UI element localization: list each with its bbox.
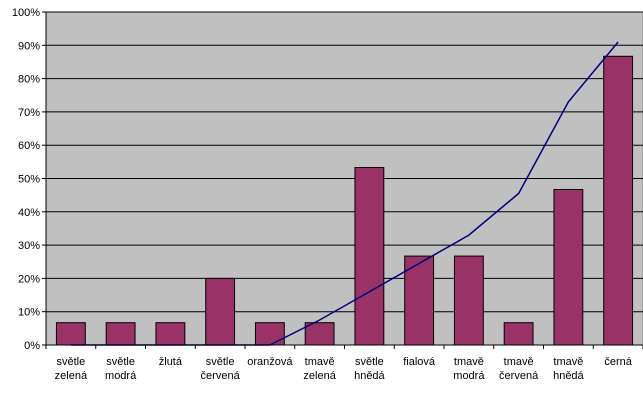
x-tick-label-line: tmavě <box>504 356 534 368</box>
x-tick-label-line: tmavě <box>305 356 335 368</box>
x-tick-label-line: černá <box>604 356 632 368</box>
x-tick-label: černá <box>604 356 632 368</box>
x-tick-label-line: žlutá <box>159 356 183 368</box>
x-tick-label-line: světle <box>355 356 384 368</box>
y-axis-ticks: 0% 10% 20% 30% 40% 50% 60% 70% 80% 90% 100% <box>12 7 46 352</box>
x-tick-label-line: modrá <box>105 370 137 382</box>
y-tick-label: 0% <box>24 340 40 352</box>
x-tick-label-line: hnědá <box>553 370 584 382</box>
bar <box>105 322 136 346</box>
y-tick-label: 10% <box>18 307 40 319</box>
x-tick-label-line: oranžová <box>247 356 293 368</box>
x-tick-label-line: tmavě <box>553 356 583 368</box>
y-tick-label: 80% <box>18 74 40 86</box>
x-tick-label: tmavě hnědá <box>553 356 584 382</box>
gridlines <box>46 11 643 313</box>
x-tick-label: světle hnědá <box>354 356 385 382</box>
bar <box>354 167 385 346</box>
x-tick-label-line: světle <box>106 356 135 368</box>
x-tick-label-line: světle <box>206 356 235 368</box>
x-tick-label-line: tmavě <box>454 356 484 368</box>
x-tick-label-line: červená <box>201 370 241 382</box>
bar <box>453 255 484 346</box>
x-tick-label: žlutá <box>159 356 183 368</box>
bar <box>55 322 86 346</box>
bar <box>155 322 186 346</box>
y-tick-label: 20% <box>18 273 40 285</box>
x-tick-label: tmavě modrá <box>453 356 485 382</box>
y-tick-label: 40% <box>18 207 40 219</box>
bar <box>205 277 236 346</box>
x-axis-ticks: světle zelená světle modrá žlutá světle červen… <box>45 345 643 382</box>
bars <box>55 55 634 346</box>
x-tick-label-line: světle <box>57 356 86 368</box>
bar <box>603 55 634 346</box>
y-tick-label: 70% <box>18 107 40 119</box>
x-tick-label-line: hnědá <box>354 370 385 382</box>
y-tick-label: 90% <box>18 40 40 52</box>
bar <box>254 322 285 346</box>
x-tick-label-line: zelená <box>55 370 88 382</box>
bar <box>553 188 584 346</box>
x-tick-label-line: fialová <box>403 356 436 368</box>
y-tick-label: 60% <box>18 140 40 152</box>
x-tick-label-line: modrá <box>453 370 485 382</box>
x-tick-label-line: zelená <box>303 370 336 382</box>
x-tick-label: světle červená <box>201 356 241 382</box>
y-tick-label: 30% <box>18 240 40 252</box>
x-tick-label-line: červená <box>499 370 539 382</box>
x-tick-label: tmavě červená <box>499 356 539 382</box>
bar <box>304 322 335 346</box>
bar <box>404 255 435 346</box>
x-tick-label: světle zelená <box>55 356 88 382</box>
x-tick-label: světle modrá <box>105 356 137 382</box>
y-tick-label: 50% <box>18 174 40 186</box>
y-tick-label: 100% <box>12 7 40 19</box>
bar <box>503 322 534 346</box>
x-tick-label: tmavě zelená <box>303 356 336 382</box>
x-tick-label: fialová <box>403 356 436 368</box>
x-tick-label: oranžová <box>247 356 293 368</box>
